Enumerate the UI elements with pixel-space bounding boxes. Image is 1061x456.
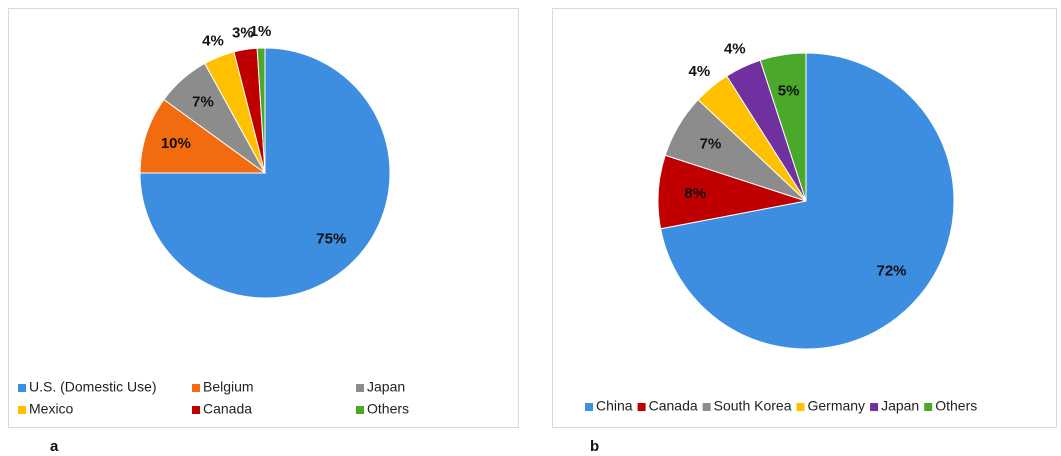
legend-label: Japan [367, 379, 405, 395]
data-label: 4% [689, 63, 711, 80]
legend-swatch [796, 403, 805, 411]
data-label: 1% [250, 23, 272, 40]
data-label: 8% [684, 185, 706, 202]
data-label: 75% [316, 230, 346, 247]
legend-swatch [192, 384, 200, 392]
legend-label: Mexico [29, 401, 74, 417]
pie-slice [139, 47, 391, 299]
legend-swatch [585, 403, 593, 411]
legend-label: U.S. (Domestic Use) [29, 379, 157, 395]
legend-label: China [596, 398, 633, 414]
legend-label: Germany [807, 398, 865, 414]
legend-label: Canada [649, 398, 698, 414]
legend-swatch [637, 403, 646, 411]
data-label: 3% [232, 24, 254, 41]
legend-swatch [192, 406, 200, 414]
legend-label: South Korea [714, 398, 792, 414]
panel-label: a [50, 438, 59, 455]
pie-slice [660, 52, 955, 350]
panel-label: b [590, 438, 599, 455]
legend-swatch [18, 384, 26, 392]
data-label: 4% [724, 41, 746, 58]
legend-label: Others [935, 398, 977, 414]
pie-slice [256, 47, 266, 174]
data-label: 4% [202, 33, 224, 50]
legend-label: Belgium [203, 379, 254, 395]
data-label: 72% [877, 263, 907, 280]
legend-swatch [356, 384, 364, 392]
data-label: 10% [161, 135, 191, 152]
data-label: 5% [778, 82, 800, 99]
legend-swatch [702, 403, 711, 411]
legend-swatch [18, 406, 26, 414]
legend-label: Japan [881, 398, 919, 414]
pie-slice [759, 52, 807, 202]
legend-swatch [924, 403, 933, 411]
data-label: 7% [192, 94, 214, 111]
pie-slice [139, 98, 267, 174]
legend-label: Canada [203, 401, 252, 417]
legend-label: Others [367, 401, 409, 417]
data-label: 7% [700, 135, 722, 152]
legend-swatch [356, 406, 364, 414]
legend-swatch [870, 403, 879, 411]
